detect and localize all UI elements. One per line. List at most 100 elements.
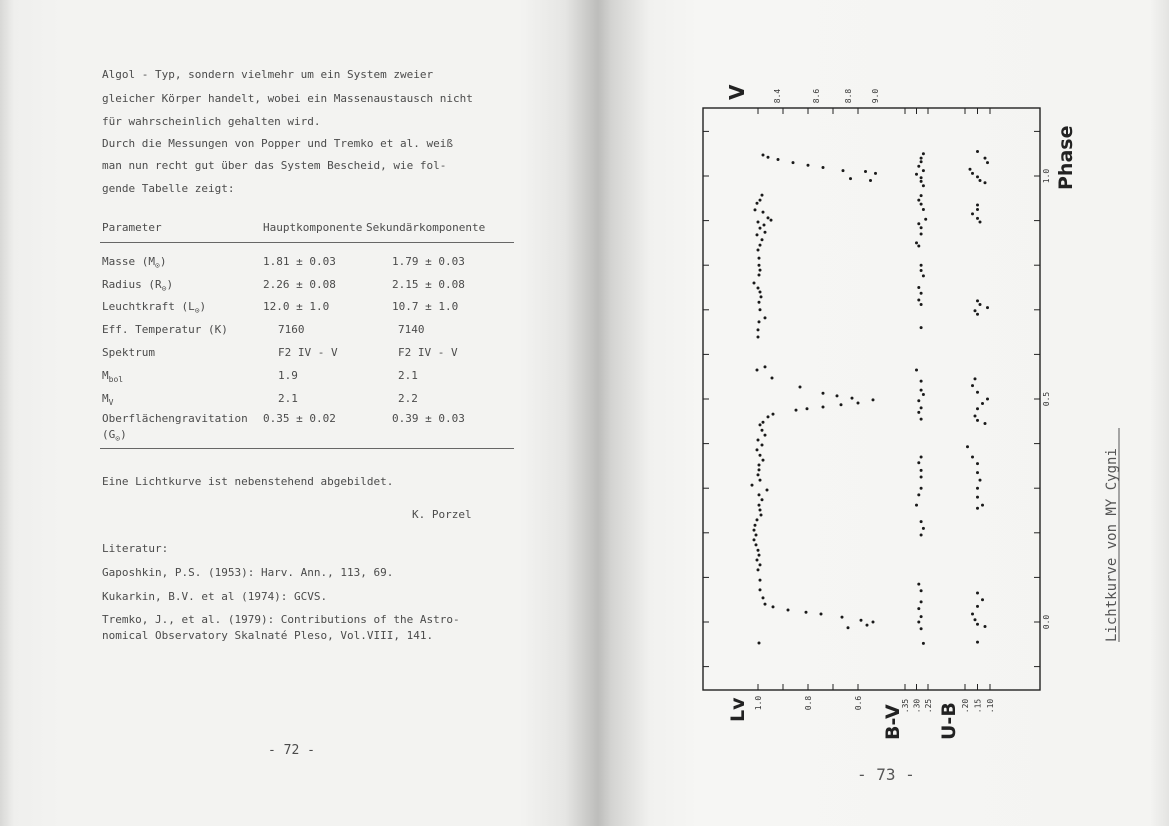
data-point-lv: [753, 208, 757, 212]
table-cell-primary: 2.1: [278, 392, 298, 405]
data-point-lv: [865, 623, 869, 627]
data-point-b-v: [917, 198, 921, 202]
paragraph-line: Algol - Typ, sondern vielmehr um ein Sys…: [102, 68, 434, 81]
data-point-lv: [758, 268, 762, 272]
b-v-tick-label: .30: [913, 699, 922, 714]
data-point-b-v: [924, 217, 928, 221]
data-point-b-v: [917, 244, 921, 248]
data-point-lv: [756, 548, 760, 552]
data-point-b-v: [919, 455, 923, 459]
reference-item: Tremko, J., et al. (1979): Contributions…: [102, 613, 460, 626]
table-cell-secondary: 2.1: [398, 369, 418, 382]
data-point-u-b: [976, 207, 979, 211]
data-point-lv: [874, 171, 877, 175]
data-point-lv: [757, 256, 761, 260]
data-point-u-b: [966, 445, 969, 449]
v-tick-label: 9.0: [871, 89, 880, 104]
data-point-u-b: [971, 384, 974, 388]
data-point-lv: [864, 170, 867, 174]
data-point-u-b: [973, 309, 977, 313]
data-point-lv: [750, 483, 754, 487]
parameter-name: Masse (M: [102, 255, 155, 268]
phase-tick-label: 0.5: [1042, 392, 1051, 407]
page-number-left: - 72 -: [268, 743, 315, 758]
lv-tick-label: 1.0: [754, 696, 763, 711]
data-point-u-b: [978, 302, 982, 306]
data-point-lv: [856, 401, 860, 405]
phase-tick-label: 0.0: [1042, 615, 1051, 630]
data-point-lv: [758, 478, 762, 482]
data-point-lv: [846, 626, 850, 630]
data-point-lv: [757, 503, 761, 507]
data-point-b-v: [915, 241, 918, 245]
data-point-lv: [754, 533, 758, 537]
data-point-b-v: [921, 526, 925, 530]
u-b-tick-label: .10: [986, 699, 995, 714]
data-point-u-b: [976, 471, 979, 475]
data-point-b-v: [919, 533, 923, 537]
b-v-tick-label: .25: [924, 699, 933, 714]
data-point-lv: [756, 438, 760, 442]
data-point-b-v: [921, 184, 925, 188]
data-point-b-v: [921, 641, 925, 645]
data-point-b-v: [917, 399, 921, 403]
data-point-b-v: [919, 486, 923, 490]
data-point-lv: [758, 290, 762, 294]
data-point-lv: [755, 233, 759, 237]
axis-label-phase: Phase: [1055, 126, 1077, 190]
paragraph-line: gende Tabelle zeigt:: [102, 182, 235, 195]
data-point-lv: [759, 295, 763, 299]
data-point-b-v: [919, 615, 923, 619]
reference-item: Kukarkin, B.V. et al (1974): GCVS.: [102, 590, 328, 603]
data-point-u-b: [973, 414, 977, 418]
data-point-u-b: [978, 178, 982, 182]
data-point-u-b: [986, 306, 989, 310]
table-cell-parameter: MV: [102, 392, 113, 407]
parameter-sub: ⊙: [161, 284, 167, 293]
data-point-u-b: [983, 181, 987, 185]
data-point-lv: [757, 468, 761, 472]
table-cell-primary: 2.26 ± 0.08: [263, 278, 336, 291]
data-point-u-b: [968, 167, 972, 171]
data-point-u-b: [976, 390, 979, 394]
data-point-u-b: [976, 486, 979, 490]
data-point-lv: [758, 453, 762, 457]
data-points: [750, 149, 989, 645]
data-point-u-b: [976, 462, 979, 466]
data-point-b-v: [921, 152, 925, 156]
parameter-name: Radius (R: [102, 278, 162, 291]
data-point-lv: [757, 641, 761, 645]
data-point-lv: [766, 216, 770, 220]
data-point-u-b: [983, 624, 987, 628]
data-point-b-v: [919, 302, 923, 306]
table-cell-parameter: Oberflächengravitation: [102, 412, 248, 425]
data-point-lv: [771, 605, 775, 609]
page-number-right: - 73 -: [857, 765, 915, 784]
data-point-lv: [835, 394, 839, 398]
parameter-sub: ⊙: [194, 306, 200, 315]
data-point-lv: [756, 568, 760, 572]
data-point-b-v: [915, 503, 918, 507]
paragraph-line: man nun recht gut über das System Besche…: [102, 159, 447, 172]
figure-caption: Lichtkurve von MY Cygni: [1104, 448, 1120, 642]
data-point-lv: [758, 226, 762, 230]
data-point-lv: [770, 376, 774, 380]
data-point-lv: [761, 210, 765, 214]
data-point-u-b: [976, 622, 979, 626]
table-cell-secondary: 2.15 ± 0.08: [392, 278, 465, 291]
data-point-lv: [839, 403, 843, 407]
data-point-b-v: [919, 379, 923, 383]
data-point-lv: [776, 157, 780, 161]
data-point-lv: [763, 602, 767, 606]
data-point-lv: [757, 300, 761, 304]
data-point-lv: [758, 578, 762, 582]
data-point-b-v: [919, 475, 923, 479]
table-cell-parameter: Spektrum: [102, 346, 155, 359]
table-cell-primary: F2 IV - V: [278, 346, 338, 359]
data-point-lv: [752, 281, 756, 285]
data-point-lv: [871, 398, 875, 402]
data-point-lv: [761, 420, 765, 424]
data-point-lv: [859, 618, 863, 622]
table-cell-secondary: 0.39 ± 0.03: [392, 412, 465, 425]
paragraph-line: für wahrscheinlich gehalten wird.: [102, 115, 321, 128]
